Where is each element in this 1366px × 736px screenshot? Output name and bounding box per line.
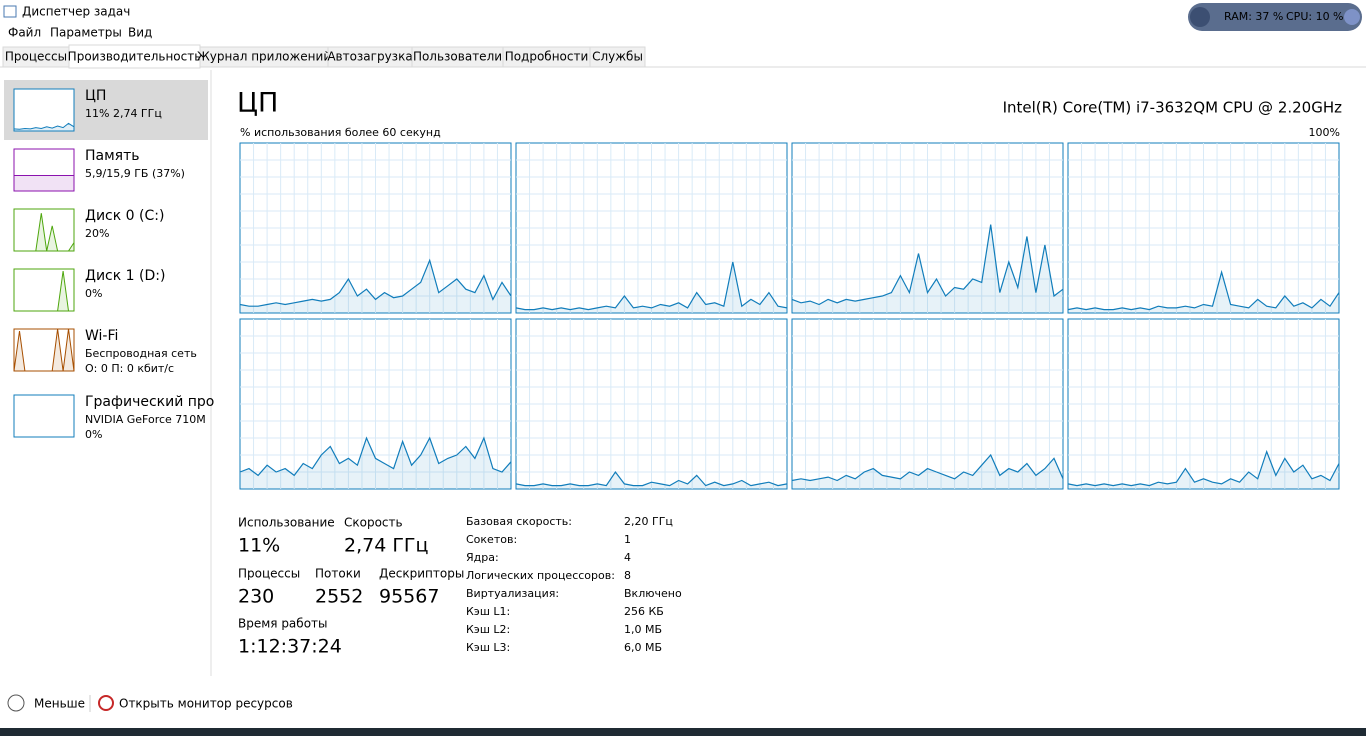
graph-line bbox=[515, 261, 788, 311]
stat-label: Время работы bbox=[238, 617, 328, 631]
spec-value: 1,0 МБ bbox=[624, 623, 662, 636]
graph-area bbox=[516, 472, 787, 489]
sidebar-name[interactable]: Диск 0 (C:) bbox=[85, 208, 164, 224]
menu-item[interactable]: Файл bbox=[8, 26, 41, 40]
graph-area bbox=[240, 438, 511, 489]
axis-label: % использования более 60 секунд bbox=[240, 126, 441, 139]
spec-label: Кэш L2: bbox=[466, 623, 510, 636]
spec-value: 256 КБ bbox=[624, 605, 664, 618]
thumbnail-area bbox=[14, 329, 74, 371]
main-title: ЦП bbox=[237, 88, 278, 119]
monitor-link[interactable]: Открыть монитор ресурсов bbox=[119, 697, 293, 711]
sidebar-detail: NVIDIA GeForce 710M bbox=[85, 413, 206, 426]
stat-value: 11% bbox=[238, 535, 280, 557]
graph-line bbox=[791, 224, 1064, 306]
stat-label: Скорость bbox=[344, 516, 403, 530]
menu-item[interactable]: Вид bbox=[128, 26, 152, 40]
graph-area bbox=[240, 260, 511, 313]
stat-label: Потоки bbox=[315, 567, 361, 581]
stat-value: 95567 bbox=[379, 586, 439, 608]
widget bbox=[1188, 3, 1362, 31]
sidebar-detail: 11% 2,74 ГГц bbox=[85, 107, 162, 120]
spec-label: Кэш L3: bbox=[466, 641, 510, 654]
sidebar-detail: 20% bbox=[85, 227, 109, 240]
graph-line bbox=[239, 436, 512, 477]
stat-value: 1:12:37:24 bbox=[238, 636, 342, 658]
window-title: Диспетчер задач bbox=[22, 5, 130, 19]
sidebar-name[interactable]: Графический про bbox=[85, 394, 214, 410]
tab-label[interactable]: Производительность bbox=[68, 50, 202, 64]
spec-label: Базовая скорость: bbox=[466, 515, 572, 528]
stat-label: Процессы bbox=[238, 567, 300, 581]
taskbar bbox=[0, 728, 1366, 736]
sidebar-name[interactable]: Wi-Fi bbox=[85, 328, 118, 344]
cpu-model: Intel(R) Core(TM) i7-3632QM CPU @ 2.20GH… bbox=[1003, 99, 1343, 117]
spec-label: Сокетов: bbox=[466, 533, 517, 546]
widget-cpu: CPU: 10 % bbox=[1286, 10, 1344, 23]
graph-line bbox=[1067, 269, 1340, 311]
thumbnail-line bbox=[13, 328, 75, 372]
less-button[interactable]: Меньше bbox=[34, 697, 85, 711]
sidebar-detail: 0% bbox=[85, 428, 102, 441]
sidebar-detail: О: 0 П: 0 кбит/с bbox=[85, 362, 174, 375]
thumbnail-line bbox=[14, 271, 74, 312]
tab-label[interactable]: Автозагрузка bbox=[327, 50, 412, 64]
tab-label[interactable]: Подробности bbox=[505, 50, 589, 64]
tab-label[interactable]: Пользователи bbox=[413, 50, 502, 64]
stat-label: Использование bbox=[238, 516, 335, 530]
thumbnail-line bbox=[14, 213, 75, 252]
sidebar-detail: 5,9/15,9 ГБ (37%) bbox=[85, 167, 185, 180]
monitor-icon bbox=[98, 695, 114, 711]
stat-value: 230 bbox=[238, 586, 274, 608]
graph-area bbox=[792, 455, 1063, 489]
thumbnail[interactable] bbox=[13, 394, 75, 438]
spec-label: Ядра: bbox=[466, 551, 499, 564]
sidebar-name[interactable]: Память bbox=[85, 148, 140, 164]
tab-label[interactable]: Журнал приложений bbox=[197, 50, 331, 64]
app-icon bbox=[3, 5, 17, 18]
axis-max: 100% bbox=[1309, 126, 1340, 139]
spec-value: 2,20 ГГц bbox=[624, 515, 673, 528]
tab-label[interactable]: Службы bbox=[592, 50, 643, 64]
graph-line bbox=[239, 258, 512, 307]
spec-value: 8 bbox=[624, 569, 631, 582]
spec-label: Логических процессоров: bbox=[466, 569, 615, 582]
stat-value: 2552 bbox=[315, 586, 363, 608]
tab[interactable] bbox=[589, 46, 646, 68]
spec-label: Виртуализация: bbox=[466, 587, 559, 600]
sidebar-name[interactable]: ЦП bbox=[85, 88, 106, 104]
graph-line bbox=[515, 470, 788, 487]
spec-value: 4 bbox=[624, 551, 631, 564]
spec-value: 1 bbox=[624, 533, 631, 546]
graph-line bbox=[791, 453, 1064, 482]
tab-label[interactable]: Процессы bbox=[5, 50, 67, 64]
thumbnail-line bbox=[13, 122, 75, 130]
spec-value: 6,0 МБ bbox=[624, 641, 662, 654]
menu-item[interactable]: Параметры bbox=[50, 26, 122, 40]
widget-button[interactable] bbox=[1344, 9, 1360, 25]
stat-label: Дескрипторы bbox=[379, 567, 464, 581]
graph-area bbox=[1068, 451, 1339, 489]
widget-ram: RAM: 37 % bbox=[1224, 10, 1283, 23]
graph-area bbox=[792, 224, 1063, 313]
thumbnail[interactable] bbox=[13, 88, 75, 132]
spec-label: Кэш L1: bbox=[466, 605, 510, 618]
thumbnail-area bbox=[14, 175, 74, 191]
stat-value: 2,74 ГГц bbox=[344, 535, 429, 557]
less-icon[interactable] bbox=[7, 694, 25, 712]
spec-value: Включено bbox=[624, 587, 682, 600]
sidebar-name[interactable]: Диск 1 (D:) bbox=[85, 268, 165, 284]
thumbnail[interactable] bbox=[13, 148, 75, 192]
graph-line bbox=[1067, 449, 1340, 487]
sidebar-detail: 0% bbox=[85, 287, 102, 300]
widget-icon bbox=[1190, 7, 1210, 27]
sidebar-detail: Беспроводная сеть bbox=[85, 347, 197, 360]
